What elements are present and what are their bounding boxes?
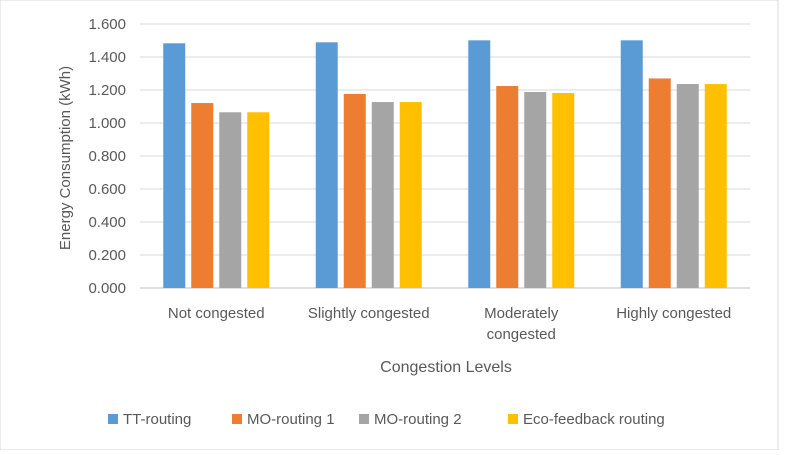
- bar-eco-feedback-routing: [247, 112, 270, 289]
- legend-swatch: [108, 414, 118, 424]
- bar-mo-routing-2: [219, 112, 242, 289]
- bar-mo-routing-2: [676, 84, 699, 288]
- y-tick-label: 0.400: [88, 214, 126, 231]
- legend-swatch: [232, 414, 242, 424]
- x-tick-label: Highly congested: [616, 305, 731, 322]
- bar-mo-routing-2: [524, 91, 547, 288]
- bar-mo-routing-1: [191, 103, 214, 288]
- legend-label: TT-routing: [123, 411, 191, 428]
- y-tick-label: 0.600: [88, 181, 126, 198]
- bar-mo-routing-1: [496, 86, 519, 288]
- y-tick-label: 0.200: [88, 247, 126, 264]
- bar-eco-feedback-routing: [552, 92, 575, 288]
- y-tick-label: 1.600: [88, 16, 126, 33]
- y-tick-label: 0.800: [88, 148, 126, 165]
- y-tick-label: 1.400: [88, 49, 126, 66]
- bar-tt-routing: [163, 43, 186, 289]
- x-tick-label: Not congested: [168, 305, 265, 322]
- legend: TT-routing MO-routing 1 MO-routing 2 Eco-fe…: [108, 411, 665, 428]
- bar-eco-feedback-routing: [399, 102, 422, 288]
- bar-mo-routing-1: [648, 78, 671, 288]
- x-tick-label: Moderately: [484, 305, 559, 322]
- y-tick-label: 1.000: [88, 115, 126, 132]
- x-axis-label: Congestion Levels: [380, 359, 512, 376]
- bar-tt-routing: [315, 42, 338, 288]
- legend-label: Eco-feedback routing: [523, 411, 665, 428]
- legend-label: MO-routing 2: [374, 411, 462, 428]
- bar-mo-routing-1: [343, 93, 366, 289]
- y-axis-label: Energy Consumption (kWh): [57, 66, 74, 250]
- x-tick-label: Slightly congested: [308, 305, 430, 322]
- bar-tt-routing: [620, 40, 643, 289]
- bar-eco-feedback-routing: [704, 84, 727, 288]
- y-tick-label: 1.200: [88, 82, 126, 99]
- bar-mo-routing-2: [371, 102, 394, 288]
- legend-swatch: [359, 414, 369, 424]
- x-tick-label: congested: [487, 326, 556, 343]
- legend-label: MO-routing 1: [247, 411, 335, 428]
- legend-swatch: [508, 414, 518, 424]
- y-tick-label: 0.000: [88, 280, 126, 297]
- bar-tt-routing: [468, 40, 491, 289]
